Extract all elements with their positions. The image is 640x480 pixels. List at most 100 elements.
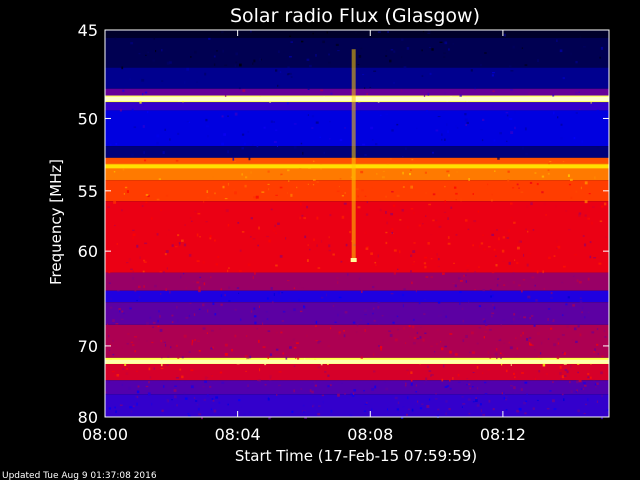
noise-speck (158, 178, 161, 180)
noise-speck (124, 186, 128, 189)
noise-speck (536, 182, 539, 186)
noise-speck (158, 310, 160, 313)
noise-speck (315, 320, 318, 324)
noise-speck (575, 60, 578, 64)
noise-speck (411, 325, 415, 328)
band-fill (105, 394, 609, 417)
noise-speck (487, 246, 491, 248)
noise-speck (164, 128, 167, 131)
noise-speck (269, 376, 272, 380)
noise-speck (483, 336, 486, 339)
noise-speck (529, 343, 532, 346)
noise-speck (506, 140, 508, 143)
noise-speck (579, 297, 582, 299)
noise-speck (575, 391, 577, 393)
noise-speck (134, 336, 137, 338)
noise-speck (179, 368, 182, 371)
noise-speck (224, 294, 227, 297)
noise-speck (181, 356, 184, 359)
radio-burst (351, 49, 356, 263)
noise-speck (289, 55, 292, 58)
noise-speck (330, 409, 333, 413)
noise-speck (148, 381, 150, 384)
noise-speck (161, 409, 164, 412)
noise-speck (548, 256, 551, 260)
noise-speck (480, 242, 484, 245)
noise-speck (518, 187, 520, 189)
noise-speck (136, 390, 140, 394)
noise-speck (267, 356, 269, 359)
noise-speck (513, 386, 516, 390)
noise-speck (549, 161, 552, 163)
noise-speck (174, 385, 177, 388)
noise-speck (417, 403, 419, 405)
noise-speck (453, 262, 456, 264)
noise-speck (131, 108, 134, 111)
noise-speck (402, 406, 405, 408)
noise-speck (255, 195, 259, 199)
noise-speck (554, 205, 557, 208)
noise-speck (491, 315, 493, 318)
noise-speck (300, 388, 303, 390)
noise-speck (250, 310, 253, 313)
noise-speck (247, 263, 251, 266)
noise-speck (590, 101, 592, 104)
noise-speck (132, 344, 135, 347)
noise-speck (327, 362, 329, 366)
noise-speck (181, 375, 184, 379)
noise-speck (432, 151, 434, 154)
noise-speck (275, 194, 278, 196)
noise-speck (213, 63, 216, 66)
band-fill (105, 110, 609, 147)
noise-speck (166, 267, 168, 270)
noise-speck (405, 386, 407, 388)
noise-speck (136, 244, 139, 248)
noise-speck (147, 110, 149, 114)
noise-speck (377, 301, 381, 304)
noise-speck (363, 410, 367, 412)
noise-speck (250, 217, 253, 220)
noise-speck (458, 277, 461, 279)
noise-speck (452, 43, 455, 45)
noise-speck (431, 48, 434, 51)
noise-speck (244, 176, 248, 179)
noise-speck (425, 377, 428, 381)
noise-speck (452, 282, 455, 284)
noise-speck (603, 330, 606, 333)
noise-speck (455, 198, 457, 201)
noise-speck (430, 234, 433, 236)
noise-speck (415, 384, 418, 387)
noise-speck (219, 112, 221, 115)
noise-speck (161, 49, 163, 52)
noise-speck (492, 72, 495, 74)
noise-speck (456, 126, 459, 129)
noise-speck (401, 209, 404, 212)
noise-speck (404, 342, 407, 344)
noise-speck (562, 161, 565, 163)
noise-speck (364, 329, 366, 332)
noise-speck (483, 248, 486, 251)
noise-speck (169, 138, 171, 141)
noise-speck (224, 64, 228, 67)
noise-speck (443, 211, 447, 213)
noise-speck (552, 399, 555, 403)
noise-speck (392, 321, 395, 324)
noise-speck (242, 366, 244, 369)
noise-speck (411, 408, 414, 412)
noise-speck (569, 178, 573, 181)
noise-speck (138, 338, 140, 341)
noise-speck (520, 334, 522, 337)
noise-speck (173, 389, 177, 392)
noise-speck (205, 125, 209, 128)
noise-speck (176, 404, 178, 407)
noise-speck (375, 264, 377, 266)
noise-speck (600, 416, 604, 420)
frequency-band (105, 146, 609, 158)
noise-speck (164, 343, 167, 347)
noise-speck (407, 396, 409, 400)
noise-speck (327, 61, 331, 64)
noise-speck (258, 226, 261, 230)
noise-speck (366, 201, 368, 204)
noise-speck (190, 369, 194, 372)
noise-speck (510, 70, 514, 72)
